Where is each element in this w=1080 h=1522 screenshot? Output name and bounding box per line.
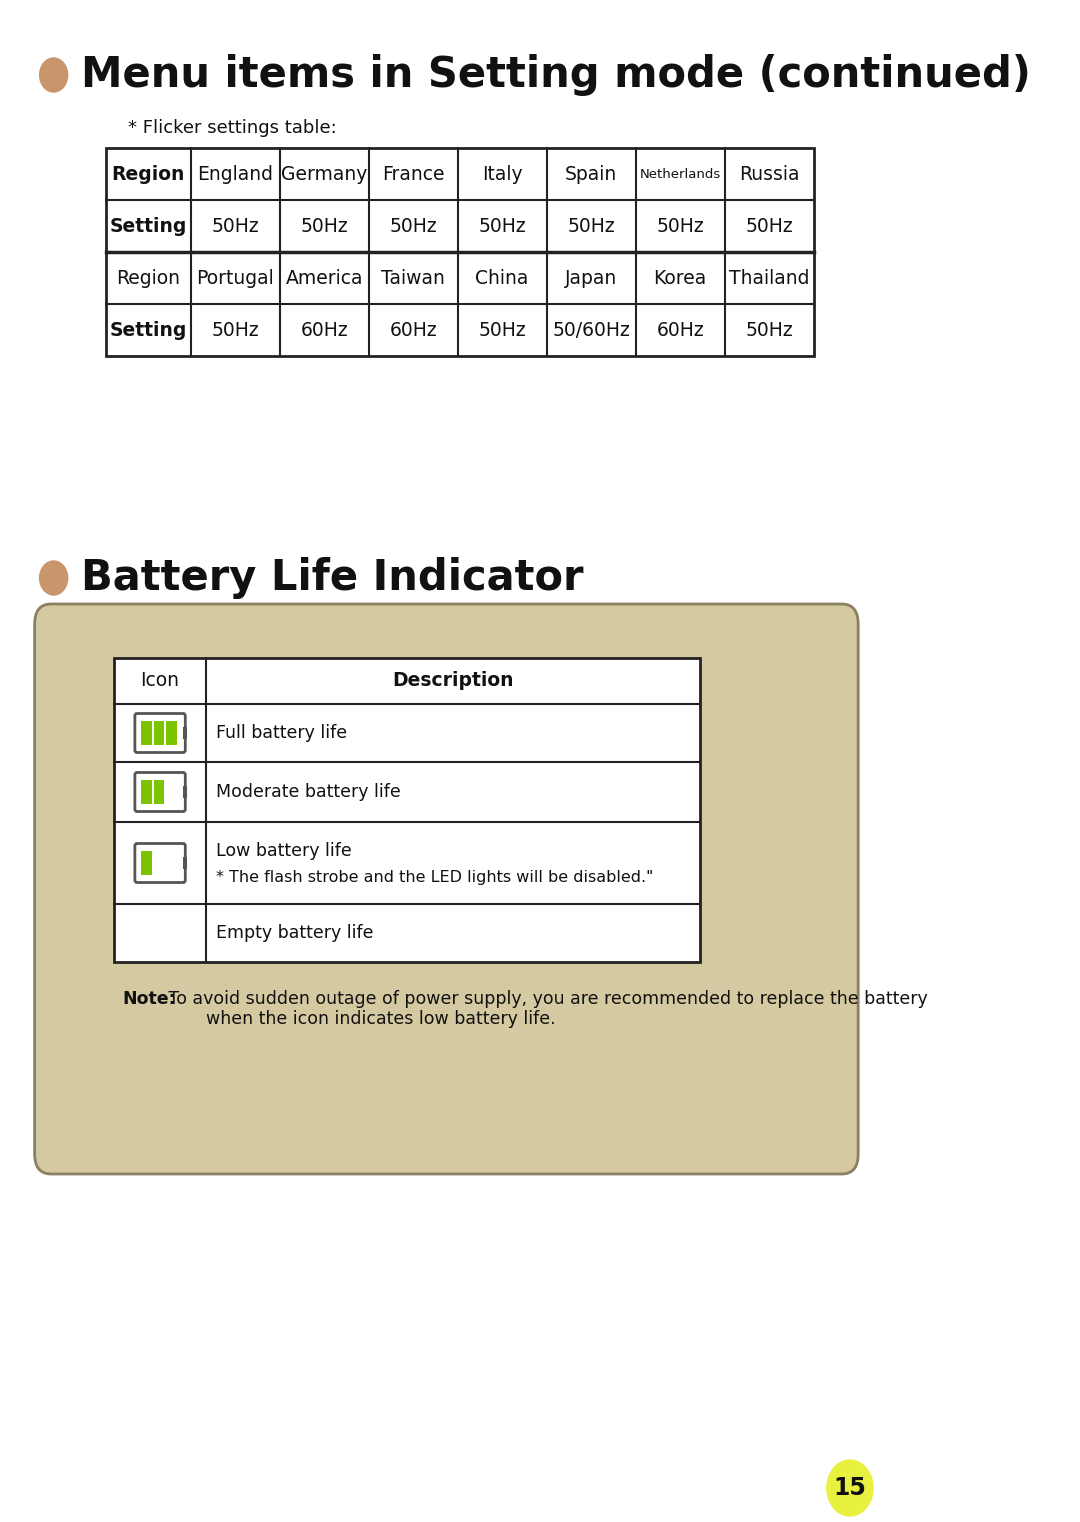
Text: 60Hz: 60Hz xyxy=(657,321,704,339)
Text: Italy: Italy xyxy=(482,164,523,184)
Bar xyxy=(141,779,151,804)
Text: 50Hz: 50Hz xyxy=(745,321,793,339)
Text: Description: Description xyxy=(392,671,514,691)
Text: England: England xyxy=(198,164,273,184)
Text: * The flash strobe and the LED lights will be disabled.": * The flash strobe and the LED lights wi… xyxy=(216,871,653,886)
Text: 50Hz: 50Hz xyxy=(212,321,259,339)
Text: 50Hz: 50Hz xyxy=(389,216,437,236)
Text: 15: 15 xyxy=(834,1476,866,1501)
Bar xyxy=(184,857,187,869)
Text: Low battery life: Low battery life xyxy=(216,842,352,860)
Text: 50Hz: 50Hz xyxy=(567,216,615,236)
Text: * Flicker settings table:: * Flicker settings table: xyxy=(127,119,337,137)
Text: France: France xyxy=(382,164,444,184)
Text: 50Hz: 50Hz xyxy=(478,321,526,339)
Text: Empty battery life: Empty battery life xyxy=(216,924,374,942)
Text: 60Hz: 60Hz xyxy=(389,321,437,339)
Text: 50Hz: 50Hz xyxy=(745,216,793,236)
Text: Region: Region xyxy=(111,164,185,184)
Text: when the icon indicates low battery life.: when the icon indicates low battery life… xyxy=(206,1011,556,1027)
Text: Spain: Spain xyxy=(565,164,618,184)
Bar xyxy=(141,721,151,744)
FancyBboxPatch shape xyxy=(135,843,186,883)
Text: China: China xyxy=(475,268,529,288)
Bar xyxy=(184,785,187,798)
Text: 50/60Hz: 50/60Hz xyxy=(552,321,630,339)
Text: Region: Region xyxy=(117,268,180,288)
Text: 50Hz: 50Hz xyxy=(212,216,259,236)
Bar xyxy=(166,721,177,744)
Text: Portugal: Portugal xyxy=(197,268,274,288)
FancyBboxPatch shape xyxy=(135,714,186,752)
Bar xyxy=(184,728,187,740)
FancyBboxPatch shape xyxy=(135,773,186,811)
Text: To avoid sudden outage of power supply, you are recommended to replace the batte: To avoid sudden outage of power supply, … xyxy=(163,989,928,1008)
FancyBboxPatch shape xyxy=(35,604,859,1173)
Text: Japan: Japan xyxy=(565,268,618,288)
Text: 50Hz: 50Hz xyxy=(300,216,348,236)
Circle shape xyxy=(40,58,68,91)
Text: Moderate battery life: Moderate battery life xyxy=(216,782,401,801)
Text: 50Hz: 50Hz xyxy=(478,216,526,236)
Text: Menu items in Setting mode (continued): Menu items in Setting mode (continued) xyxy=(81,53,1030,96)
Bar xyxy=(153,779,164,804)
Bar xyxy=(113,658,700,962)
Text: Setting: Setting xyxy=(109,321,187,339)
Text: Note:: Note: xyxy=(122,989,176,1008)
Text: Taiwan: Taiwan xyxy=(381,268,445,288)
Text: Full battery life: Full battery life xyxy=(216,724,348,743)
Text: 50Hz: 50Hz xyxy=(657,216,704,236)
Text: Russia: Russia xyxy=(739,164,799,184)
Bar xyxy=(141,851,151,875)
Text: Battery Life Indicator: Battery Life Indicator xyxy=(81,557,583,600)
Bar xyxy=(106,148,813,356)
Text: 60Hz: 60Hz xyxy=(300,321,348,339)
Text: Icon: Icon xyxy=(140,671,179,691)
Text: Germany: Germany xyxy=(281,164,367,184)
Circle shape xyxy=(40,562,68,595)
Text: America: America xyxy=(285,268,363,288)
Bar xyxy=(153,721,164,744)
Text: Setting: Setting xyxy=(109,216,187,236)
Text: Thailand: Thailand xyxy=(729,268,809,288)
Circle shape xyxy=(827,1460,873,1516)
Text: Netherlands: Netherlands xyxy=(639,167,720,181)
Text: Korea: Korea xyxy=(653,268,706,288)
